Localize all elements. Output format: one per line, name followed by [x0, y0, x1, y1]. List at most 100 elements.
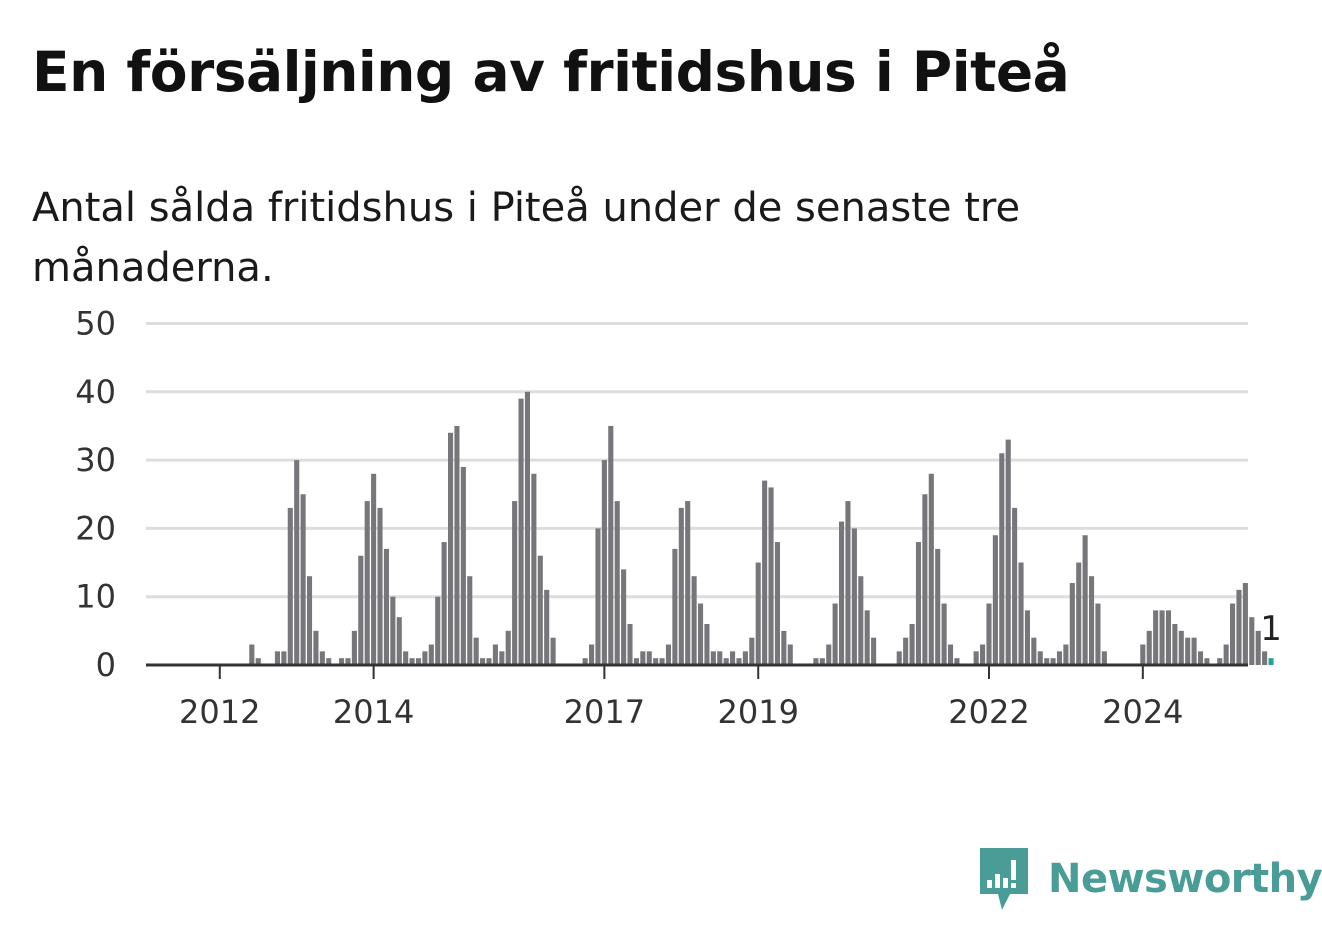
bar: [954, 658, 960, 665]
bar: [1037, 651, 1043, 665]
bar: [915, 542, 922, 665]
bar: [447, 432, 454, 665]
bar: [422, 651, 428, 665]
bar: [531, 473, 537, 665]
bar: [1088, 576, 1095, 665]
bar: [941, 603, 947, 665]
bar: [544, 589, 550, 665]
bar: [1146, 630, 1152, 665]
bar: [351, 630, 357, 665]
bar: [518, 398, 524, 665]
bar: [1012, 507, 1018, 665]
bar: [390, 596, 396, 665]
bar: [441, 542, 447, 665]
bar: [524, 391, 531, 665]
bar: [819, 658, 825, 665]
bar: [1255, 630, 1261, 665]
bar: [704, 624, 710, 665]
bar: [768, 487, 774, 665]
bar: [633, 658, 639, 665]
bar: [1249, 617, 1255, 665]
brand-name: Newsworthy: [1048, 856, 1322, 902]
bar-chart: 0 10 20 30 40 50 2012 2014 2017 2019 2022 2024 1: [75, 305, 1282, 732]
y-tick-label: 20: [75, 509, 116, 547]
bar: [762, 480, 768, 665]
y-tick-label: 10: [75, 578, 116, 616]
bar: [249, 644, 255, 665]
y-tick-label: 0: [96, 646, 116, 684]
bar: [665, 644, 672, 665]
bar: [621, 569, 627, 665]
bar: [1005, 439, 1011, 665]
bar: [287, 507, 293, 665]
x-tick-label: 2019: [718, 693, 799, 731]
bar: [537, 555, 543, 665]
bar: [281, 651, 287, 665]
x-tick-label: 2022: [948, 693, 1029, 731]
bar: [1165, 610, 1172, 665]
bar: [383, 548, 389, 665]
bar: [255, 658, 261, 665]
bar: [409, 658, 415, 665]
bar: [274, 651, 281, 665]
latest-value-label: 1: [1260, 609, 1282, 649]
bar: [813, 658, 819, 665]
bar: [1242, 583, 1248, 665]
bar: [935, 548, 941, 665]
bar: [473, 637, 479, 665]
bar: [640, 651, 646, 665]
bar: [364, 501, 370, 665]
bar: [710, 651, 716, 665]
bar: [736, 658, 742, 665]
bar: [486, 658, 492, 665]
bar: [685, 501, 691, 665]
bar-latest: [1268, 658, 1274, 665]
bar: [499, 651, 505, 665]
bar: [1095, 603, 1101, 665]
bar: [595, 528, 601, 665]
y-tick-label: 40: [75, 373, 116, 411]
x-tick-label: 2024: [1102, 693, 1183, 731]
bar: [1159, 610, 1165, 665]
bar: [345, 658, 351, 665]
bar: [1101, 651, 1107, 665]
bar: [858, 576, 864, 665]
bar: [1153, 610, 1159, 665]
bar: [1024, 610, 1030, 665]
bar: [505, 630, 511, 665]
bar: [832, 603, 838, 665]
bar: [1069, 583, 1075, 665]
bar: [871, 637, 877, 665]
bar: [601, 460, 607, 665]
bar: [1197, 651, 1204, 665]
bar: [1262, 651, 1268, 665]
bar: [371, 473, 377, 665]
x-tick-label: 2012: [179, 693, 260, 731]
bar: [1050, 658, 1056, 665]
bar: [358, 555, 364, 665]
y-tick-label: 50: [75, 305, 116, 343]
bar: [403, 651, 409, 665]
bar: [306, 576, 313, 665]
bar: [697, 603, 704, 665]
bar: [928, 473, 934, 665]
newsworthy-logo-icon: [980, 848, 1028, 910]
bar: [909, 624, 915, 665]
bar: [589, 644, 595, 665]
bar: [1044, 658, 1050, 665]
bar: [922, 494, 928, 665]
bar: [659, 658, 665, 665]
bar: [480, 658, 486, 665]
bar: [999, 453, 1005, 665]
bar: [614, 501, 620, 665]
bar: [454, 425, 460, 665]
bar: [678, 507, 684, 665]
bar: [313, 630, 319, 665]
bar: [435, 596, 441, 665]
bar: [973, 651, 979, 665]
bar: [339, 658, 345, 665]
bar: [1018, 562, 1024, 665]
bar: [896, 651, 902, 665]
bar: [1191, 637, 1197, 665]
bar: [1140, 644, 1146, 665]
